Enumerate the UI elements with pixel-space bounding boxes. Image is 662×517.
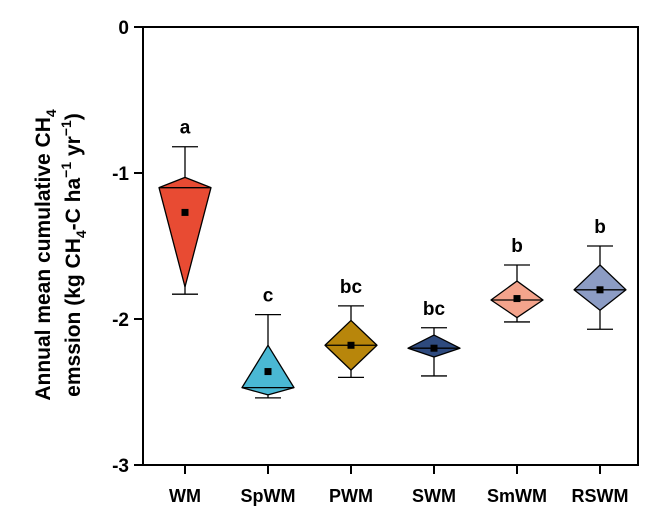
y-tick-label: 0 bbox=[118, 18, 129, 39]
significance-letter: b bbox=[594, 217, 606, 238]
box-group-swm: bc bbox=[407, 299, 461, 377]
plot-frame bbox=[142, 26, 639, 466]
x-axis: WM SpWM PWM SWM SmWM RSWM bbox=[169, 465, 629, 506]
x-tick-label: WM bbox=[169, 486, 201, 506]
mean-marker bbox=[513, 295, 521, 303]
y-axis-title-line2b: -C ha bbox=[62, 177, 85, 230]
box-group-smwm: b bbox=[490, 236, 544, 323]
box-group-spwm: c bbox=[241, 286, 295, 399]
y-axis-title-line2-sup1: −1 bbox=[58, 162, 74, 178]
y-axis-title-line1-sub: 4 bbox=[43, 109, 59, 117]
x-tick-label: SmWM bbox=[487, 486, 547, 506]
y-tick-label: -3 bbox=[112, 456, 129, 477]
y-axis-title-line1: Annual mean cumulative CH bbox=[32, 117, 55, 401]
mean-marker bbox=[181, 208, 189, 216]
y-axis-title-line2d: ) bbox=[62, 113, 85, 120]
x-tick-label: RSWM bbox=[572, 486, 629, 506]
box-group-wm: a bbox=[158, 118, 212, 295]
significance-letter: bc bbox=[423, 299, 446, 320]
svg-text:emssion (kg CH4-C ha−1 yr−1): emssion (kg CH4-C ha−1 yr−1) bbox=[58, 113, 89, 397]
x-tick-label: PWM bbox=[329, 486, 373, 506]
significance-letter: bc bbox=[340, 277, 363, 298]
mean-marker bbox=[596, 286, 604, 294]
x-tick-label: SpWM bbox=[241, 486, 296, 506]
mean-marker bbox=[347, 341, 355, 349]
mean-marker bbox=[264, 368, 272, 376]
y-tick-label: -2 bbox=[112, 310, 129, 331]
significance-letter: b bbox=[511, 236, 523, 257]
box-group-rswm: b bbox=[573, 217, 627, 330]
significance-letter: c bbox=[263, 286, 274, 307]
plot-area: a c bc bc b b bbox=[158, 118, 627, 399]
y-axis-title-line2a: emssion (kg CH bbox=[62, 238, 85, 397]
mean-marker bbox=[430, 344, 438, 352]
y-axis: 0 -1 -2 -3 bbox=[112, 18, 143, 477]
y-tick-label: -1 bbox=[112, 164, 129, 185]
y-axis-title: Annual mean cumulative CH4 emssion (kg C… bbox=[32, 109, 89, 401]
y-axis-title-line2-sub: 4 bbox=[73, 230, 89, 238]
y-axis-title-line2-sup2: −1 bbox=[58, 120, 74, 136]
box-shape bbox=[158, 176, 212, 288]
box-group-pwm: bc bbox=[324, 277, 378, 379]
y-axis-title-line2c: yr bbox=[62, 136, 85, 162]
svg-text:Annual mean cumulative CH4: Annual mean cumulative CH4 bbox=[32, 109, 59, 401]
significance-letter: a bbox=[180, 118, 191, 139]
x-tick-label: SWM bbox=[412, 486, 456, 506]
